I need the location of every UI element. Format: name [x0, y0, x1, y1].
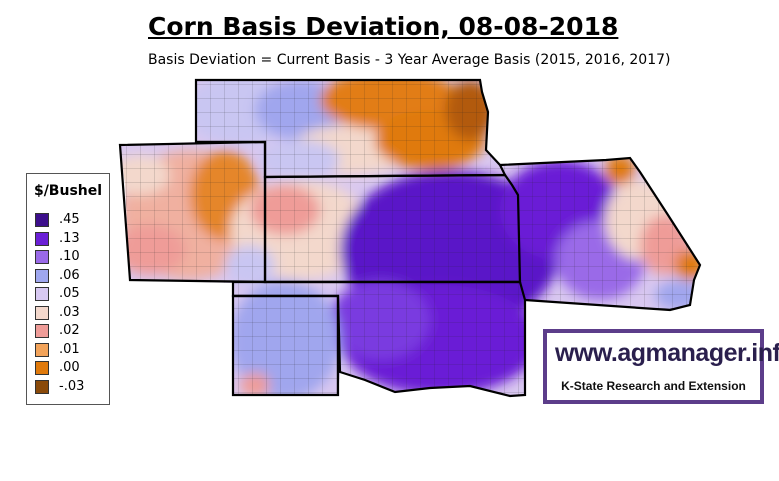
legend-swatch [35, 231, 49, 246]
legend-swatch [35, 213, 49, 227]
state-borders [118, 78, 702, 398]
legend-item: .00 [35, 360, 107, 376]
legend-label: .45 [59, 212, 80, 227]
legend-item: .10 [35, 249, 107, 265]
badge-url: www.agmanager.info [555, 339, 779, 367]
legend-label: .13 [59, 230, 80, 246]
legend-swatch [35, 250, 49, 264]
map-legend: $/Bushel .45 .13 .10 .06 .05 .03 .02 .01 .00 -.03 [26, 173, 110, 405]
legend-label: -.03 [59, 378, 85, 394]
legend-item: .05 [35, 286, 107, 302]
legend-title: $/Bushel [33, 183, 103, 199]
map-subtitle: Basis Deviation = Current Basis - 3 Year… [148, 52, 671, 68]
badge-inner: www.agmanager.info K-State Research and … [547, 333, 779, 400]
legend-swatch [35, 305, 49, 320]
agmanager-badge: www.agmanager.info K-State Research and … [543, 329, 779, 404]
legend-item: .45 [35, 212, 107, 228]
legend-swatch [35, 324, 49, 338]
legend-label: .05 [59, 286, 80, 301]
legend-label: .00 [59, 360, 80, 375]
badge-org: K-State Research and Extension [561, 379, 746, 393]
legend-item: .02 [35, 323, 107, 339]
legend-label: .02 [59, 323, 80, 338]
legend-label: .06 [59, 267, 80, 283]
legend-item: .03 [35, 305, 107, 321]
legend-swatch [35, 268, 49, 283]
map-title: Corn Basis Deviation, 08-08-2018 [148, 12, 619, 41]
legend-item: .13 [35, 231, 107, 247]
legend-swatch [35, 342, 49, 357]
legend-swatch [35, 379, 49, 394]
legend-item: -.03 [35, 379, 107, 395]
legend-swatch [35, 361, 49, 375]
legend-item: .01 [35, 342, 107, 358]
legend-label: .10 [59, 249, 80, 264]
legend-swatch [35, 287, 49, 301]
legend-label: .03 [59, 304, 80, 320]
legend-label: .01 [59, 341, 80, 357]
legend-item: .06 [35, 268, 107, 284]
